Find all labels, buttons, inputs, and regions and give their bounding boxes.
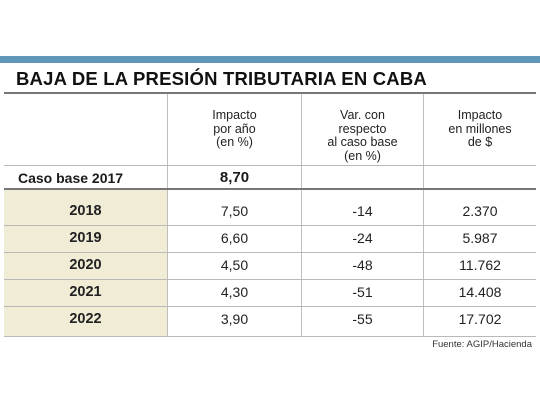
row-millones: 17.702 xyxy=(458,311,502,327)
row-var: -55 xyxy=(352,311,373,327)
header-impacto-por-ano: Impacto por año (en %) xyxy=(168,108,301,150)
year-column-background xyxy=(4,189,167,337)
header-line: al caso base xyxy=(327,135,398,149)
source-note: Fuente: AGIP/Hacienda xyxy=(432,339,532,350)
row-rule xyxy=(4,225,536,226)
row-impacto: 3,90 xyxy=(220,311,249,327)
header-line: (en %) xyxy=(344,148,381,163)
row-year: 2022 xyxy=(69,311,102,327)
row-impacto: 4,30 xyxy=(220,284,249,300)
top-accent-bar xyxy=(0,56,540,63)
row-var: -51 xyxy=(352,284,373,300)
row-year: 2020 xyxy=(69,257,102,273)
row-var: -24 xyxy=(352,230,373,246)
row-year: 2021 xyxy=(69,284,102,300)
header-line: en millones xyxy=(448,121,512,136)
header-line: (en %) xyxy=(216,135,253,149)
row-rule xyxy=(4,252,536,253)
row-impacto: 4,50 xyxy=(220,257,249,273)
base-rule xyxy=(4,188,536,190)
header-var-caso-base: Var. con respecto al caso base (en %) xyxy=(302,108,423,163)
header-impacto-millones: Impacto en millones de $ xyxy=(424,108,536,150)
table-bottom-rule xyxy=(4,336,536,337)
column-divider xyxy=(301,94,302,337)
row-rule xyxy=(4,306,536,307)
row-year: 2018 xyxy=(69,203,102,219)
row-var: -14 xyxy=(352,203,373,219)
column-divider xyxy=(167,94,168,337)
column-divider xyxy=(423,94,424,337)
row-millones: 14.408 xyxy=(458,284,502,300)
row-rule xyxy=(4,279,536,280)
base-row-label: Caso base 2017 xyxy=(18,170,124,186)
row-impacto: 6,60 xyxy=(220,230,249,246)
row-year: 2019 xyxy=(69,230,102,246)
header-rule xyxy=(4,165,536,166)
header-line: por año xyxy=(213,121,256,136)
row-millones: 2.370 xyxy=(462,203,498,219)
title-rule xyxy=(4,92,536,94)
header-line: de $ xyxy=(467,135,493,149)
header-line: Var. con xyxy=(340,108,385,122)
header-line: Impacto xyxy=(457,108,503,122)
header-line: Impacto xyxy=(212,108,257,122)
row-millones: 5.987 xyxy=(462,230,498,246)
table-title: BAJA DE LA PRESIÓN TRIBUTARIA EN CABA xyxy=(16,68,427,89)
header-line: respecto xyxy=(338,121,387,136)
row-impacto: 7,50 xyxy=(220,203,249,219)
row-var: -48 xyxy=(352,257,373,273)
row-millones: 11.762 xyxy=(459,257,501,273)
base-row-impacto: 8,70 xyxy=(219,169,250,186)
